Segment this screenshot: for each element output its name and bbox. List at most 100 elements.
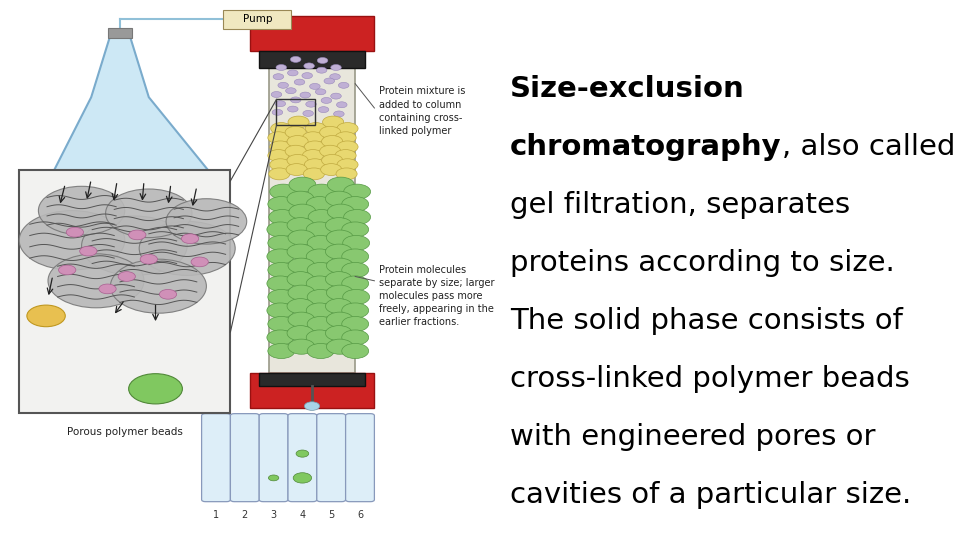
Circle shape [288, 312, 315, 327]
Circle shape [305, 123, 326, 134]
Circle shape [326, 258, 353, 273]
Text: Size-exclusion: Size-exclusion [510, 75, 745, 103]
Circle shape [270, 184, 297, 199]
Circle shape [166, 199, 247, 244]
Bar [259, 51, 365, 68]
Circle shape [288, 285, 315, 300]
Circle shape [287, 244, 314, 259]
Circle shape [306, 222, 333, 237]
Circle shape [306, 330, 333, 345]
Circle shape [327, 204, 354, 219]
Circle shape [269, 475, 278, 481]
Bar [269, 51, 355, 373]
Circle shape [306, 101, 317, 107]
Text: Pump: Pump [243, 15, 272, 24]
Circle shape [325, 244, 352, 259]
Circle shape [337, 102, 347, 108]
Text: gel filtration, separates: gel filtration, separates [510, 191, 851, 219]
Circle shape [337, 123, 358, 134]
Circle shape [335, 132, 356, 144]
Circle shape [296, 450, 309, 457]
Text: with engineered pores or: with engineered pores or [510, 423, 876, 451]
Circle shape [322, 154, 343, 166]
Circle shape [191, 257, 208, 267]
Text: proteins according to size.: proteins according to size. [510, 249, 895, 277]
Circle shape [337, 141, 358, 153]
Circle shape [304, 159, 325, 171]
Circle shape [273, 73, 283, 80]
FancyBboxPatch shape [202, 414, 230, 502]
Circle shape [316, 89, 326, 95]
Text: 1: 1 [213, 510, 219, 521]
Circle shape [325, 299, 352, 314]
Circle shape [129, 374, 182, 404]
Circle shape [300, 92, 311, 98]
Circle shape [339, 82, 349, 88]
Circle shape [306, 276, 333, 291]
Text: chromatography: chromatography [510, 133, 781, 161]
Polygon shape [43, 35, 226, 235]
Circle shape [321, 164, 342, 176]
Circle shape [325, 326, 352, 341]
Circle shape [287, 136, 308, 147]
FancyBboxPatch shape [223, 10, 291, 29]
Circle shape [303, 63, 314, 69]
Circle shape [336, 168, 357, 180]
FancyBboxPatch shape [346, 414, 374, 502]
Circle shape [289, 204, 316, 219]
Circle shape [267, 249, 294, 264]
FancyBboxPatch shape [259, 414, 288, 502]
Polygon shape [46, 202, 223, 233]
Text: Porous polymer beads: Porous polymer beads [67, 427, 182, 437]
Circle shape [268, 197, 295, 212]
Circle shape [323, 116, 344, 128]
Circle shape [59, 265, 76, 275]
Circle shape [304, 402, 320, 410]
Circle shape [327, 177, 354, 192]
Circle shape [342, 303, 369, 318]
Circle shape [307, 316, 334, 332]
Circle shape [286, 87, 296, 94]
Text: Protein mixture is
added to column
containing cross-
linked polymer: Protein mixture is added to column conta… [379, 86, 466, 136]
Circle shape [294, 79, 304, 85]
Circle shape [38, 186, 125, 235]
Circle shape [342, 249, 369, 264]
Circle shape [129, 230, 146, 240]
Circle shape [320, 145, 341, 157]
Circle shape [267, 276, 294, 291]
Circle shape [337, 159, 358, 171]
Circle shape [330, 73, 340, 80]
Circle shape [344, 210, 371, 225]
Circle shape [344, 184, 371, 199]
Circle shape [326, 230, 353, 245]
Circle shape [66, 227, 84, 237]
Text: 2: 2 [242, 510, 248, 521]
Circle shape [139, 221, 235, 275]
Circle shape [276, 100, 286, 106]
Circle shape [268, 289, 295, 305]
Circle shape [288, 106, 298, 112]
Circle shape [342, 197, 369, 212]
Circle shape [309, 83, 320, 90]
Circle shape [80, 246, 97, 256]
Circle shape [325, 272, 352, 287]
Circle shape [304, 141, 325, 153]
Circle shape [287, 218, 314, 233]
Circle shape [271, 123, 292, 134]
Circle shape [268, 150, 289, 161]
Circle shape [268, 235, 295, 251]
Circle shape [303, 110, 314, 117]
Bar [19, 170, 230, 413]
Circle shape [342, 343, 369, 359]
Circle shape [268, 262, 295, 278]
Circle shape [308, 184, 335, 199]
Circle shape [335, 150, 356, 161]
Circle shape [268, 132, 289, 144]
Circle shape [287, 154, 308, 166]
Circle shape [159, 289, 177, 299]
Circle shape [181, 234, 199, 244]
Circle shape [330, 64, 342, 71]
Bar [250, 373, 374, 408]
Circle shape [270, 141, 291, 153]
Circle shape [267, 303, 294, 318]
